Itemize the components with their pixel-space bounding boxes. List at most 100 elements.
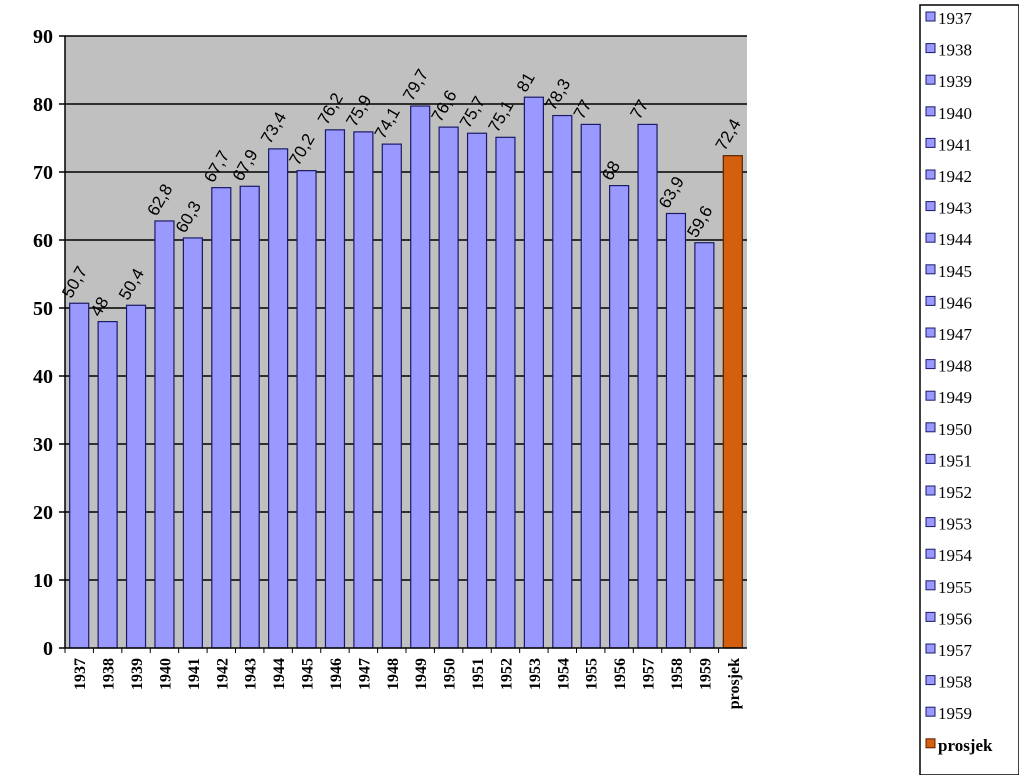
legend-swatch xyxy=(925,706,936,717)
gridlines xyxy=(65,35,747,581)
x-tick-label: 1941 xyxy=(186,658,203,690)
x-axis-ticks: 1937 1938 1939 1940 1941 1942 1943 1944 1945 1946… xyxy=(64,648,743,709)
y-tick-label: 30 xyxy=(33,434,53,456)
x-tick-label: 1951 xyxy=(470,658,487,690)
legend-swatch xyxy=(925,169,936,180)
x-tick-label: 1943 xyxy=(243,658,260,690)
legend-swatch xyxy=(925,422,936,433)
x-tick-label: 1937 xyxy=(72,658,89,690)
legend-swatch xyxy=(925,643,936,654)
legend-swatch xyxy=(925,137,936,148)
x-tick-label: 1953 xyxy=(527,658,544,690)
y-tick-label: 80 xyxy=(33,94,53,116)
bar-1940 xyxy=(154,220,175,649)
bar-1956 xyxy=(609,185,630,649)
legend-label: 1937 xyxy=(938,9,973,28)
x-tick-label: prosjek xyxy=(726,658,743,709)
bar-1946 xyxy=(324,129,346,649)
bars xyxy=(69,96,743,649)
legend-label: 1947 xyxy=(938,325,973,344)
legend-label: 1948 xyxy=(938,357,972,376)
bar-1943 xyxy=(239,185,260,649)
legend-label: 1949 xyxy=(938,388,972,407)
bar-1941 xyxy=(182,237,203,649)
bar-1954 xyxy=(552,114,573,649)
bar-prosjek xyxy=(722,155,743,649)
x-tick-label: 1955 xyxy=(584,658,601,690)
legend-swatch xyxy=(925,43,936,54)
legend-label: 1939 xyxy=(938,72,972,91)
bar-1950 xyxy=(438,126,459,649)
legend-label: 1945 xyxy=(938,262,972,281)
y-tick-label: 60 xyxy=(33,230,53,252)
legend-label: 1951 xyxy=(938,451,972,470)
legend-swatch xyxy=(925,11,936,22)
y-tick-label: 50 xyxy=(33,298,53,320)
legend-swatch xyxy=(925,580,936,591)
bar-1938 xyxy=(97,321,118,649)
legend-swatch xyxy=(925,106,936,117)
x-tick-label: 1938 xyxy=(101,658,118,690)
bar-1945 xyxy=(296,170,317,649)
legend-label: 1950 xyxy=(938,420,972,439)
legend-label: 1946 xyxy=(938,293,972,312)
x-tick-label: 1944 xyxy=(271,658,288,690)
y-tick-label: 70 xyxy=(33,162,53,184)
legend-label: 1940 xyxy=(938,104,972,123)
legend: 1937 1938 1939 1940 1941 1942 1943 1944 1945 1946… xyxy=(919,4,1019,775)
x-tick-label: 1959 xyxy=(697,658,714,690)
bar-1949 xyxy=(410,105,431,649)
x-tick-label: 1945 xyxy=(300,658,317,690)
x-tick-label: 1947 xyxy=(356,658,373,690)
bar-1953 xyxy=(523,96,544,649)
legend-label: 1943 xyxy=(938,199,972,218)
bar-1942 xyxy=(211,187,232,649)
bar-1957 xyxy=(637,123,658,649)
y-tick-label: 40 xyxy=(33,366,53,388)
x-tick-label: 1940 xyxy=(157,658,174,690)
legend-box xyxy=(919,4,1019,775)
legend-swatch xyxy=(925,295,936,306)
legend-label: 1938 xyxy=(938,41,972,60)
legend-swatch xyxy=(925,453,936,464)
legend-label: 1959 xyxy=(938,704,972,723)
legend-swatch xyxy=(925,359,936,370)
x-tick-label: 1956 xyxy=(612,658,629,690)
legend-label: 1956 xyxy=(938,609,972,628)
bar-1939 xyxy=(125,304,147,649)
x-tick-label: 1942 xyxy=(214,658,231,690)
x-tick-label: 1952 xyxy=(498,658,515,690)
legend-label: 1958 xyxy=(938,673,972,692)
legend-label: 1957 xyxy=(938,641,973,660)
legend-label: 1952 xyxy=(938,483,972,502)
y-axis-ticks: 0 10 20 30 40 50 60 70 80 90 xyxy=(33,26,65,660)
x-tick-label: 1939 xyxy=(129,658,146,690)
bar-1958 xyxy=(665,212,687,649)
x-tick-label: 1954 xyxy=(555,658,572,690)
bar-1955 xyxy=(580,123,601,649)
x-tick-label: 1950 xyxy=(442,658,459,690)
legend-label: 1942 xyxy=(938,167,972,186)
x-tick-label: 1948 xyxy=(385,658,402,690)
legend-label: 1953 xyxy=(938,515,972,534)
bar-1937 xyxy=(69,302,90,649)
legend-label: prosjek xyxy=(938,736,993,755)
bar-1944 xyxy=(268,148,289,649)
plot-area xyxy=(65,36,747,648)
bar-1951 xyxy=(466,132,488,649)
x-tick-label: 1949 xyxy=(413,658,430,690)
legend-swatch xyxy=(925,74,936,85)
y-tick-label: 20 xyxy=(33,502,53,524)
legend-swatch xyxy=(925,611,936,622)
legend-swatch xyxy=(925,390,936,401)
legend-label: 1955 xyxy=(938,578,972,597)
legend-swatch xyxy=(925,327,936,338)
legend-label: 1944 xyxy=(938,230,973,249)
legend-swatch xyxy=(925,738,936,749)
y-tick-label: 90 xyxy=(33,26,53,48)
bar-1952 xyxy=(495,136,516,649)
bar-1959 xyxy=(694,242,715,649)
x-tick-label: 1946 xyxy=(328,658,345,690)
legend-label: 1941 xyxy=(938,135,972,154)
